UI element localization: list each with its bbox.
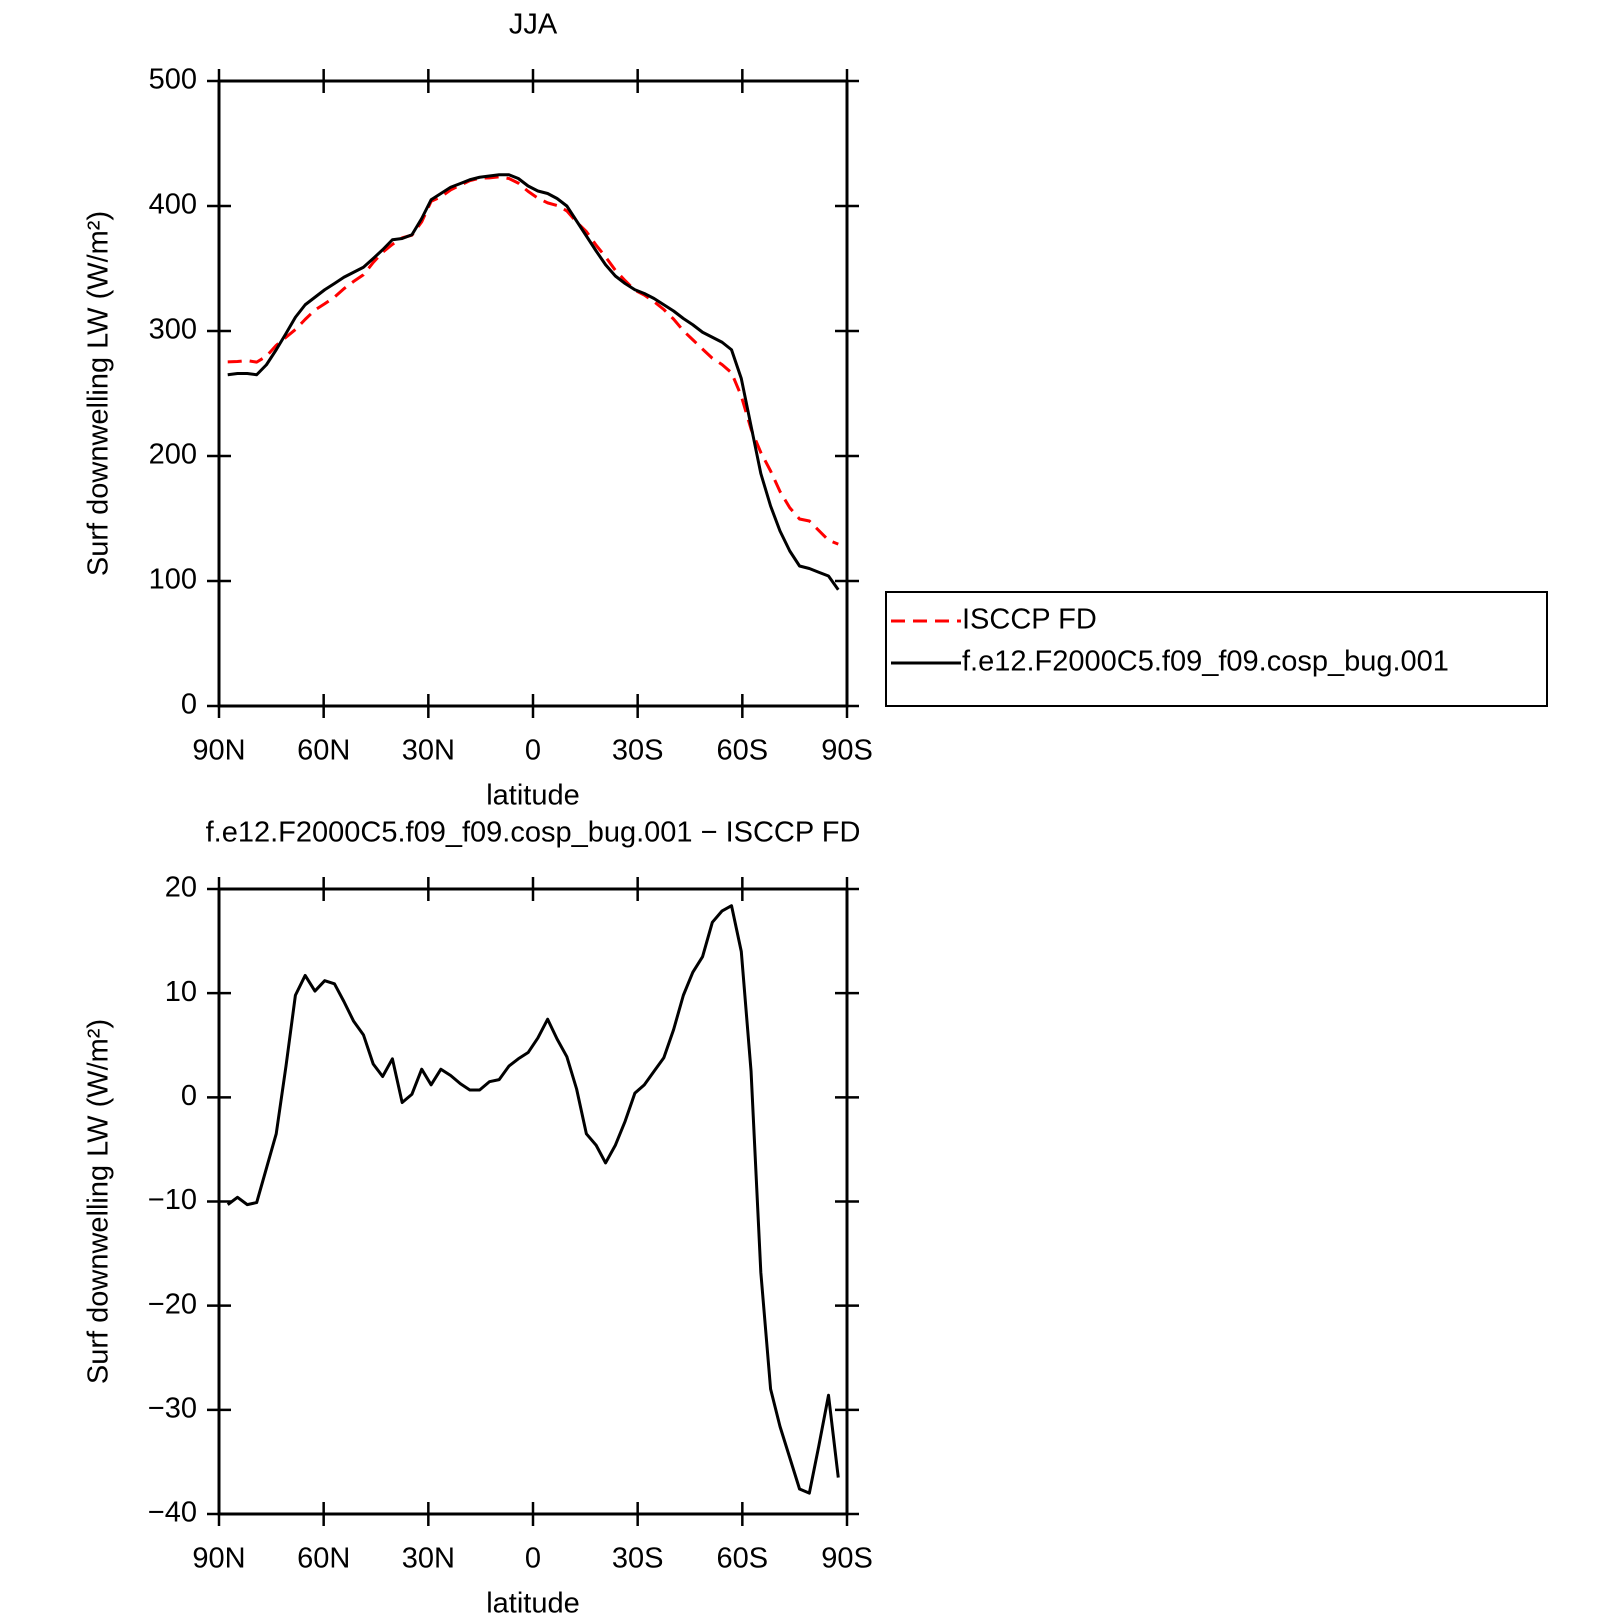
y-axis-label: Surf downwelling LW (W/m²) xyxy=(83,1019,115,1384)
legend-label: ISCCP FD xyxy=(962,604,1097,636)
x-tick-label: 90S xyxy=(821,1543,873,1575)
y-tick-label: 400 xyxy=(149,189,197,221)
y-tick-label: −40 xyxy=(148,1497,197,1529)
data-line xyxy=(227,175,839,546)
chart-title: JJA xyxy=(509,9,558,41)
x-tick-label: 30S xyxy=(612,735,664,767)
x-tick-label: 90N xyxy=(192,1543,245,1575)
y-tick-label: 0 xyxy=(181,689,197,721)
legend-label: f.e12.F2000C5.f09_f09.cosp_bug.001 xyxy=(962,646,1449,678)
data-line xyxy=(226,904,840,1495)
y-tick-label: 0 xyxy=(181,1080,197,1112)
y-tick-label: 10 xyxy=(165,976,197,1008)
chart-title: f.e12.F2000C5.f09_f09.cosp_bug.001 − ISC… xyxy=(206,817,861,849)
y-tick-label: 500 xyxy=(149,64,197,96)
legend-box xyxy=(885,591,1548,707)
y-tick-label: −20 xyxy=(148,1288,197,1320)
x-tick-label: 60S xyxy=(717,1543,769,1575)
y-axis-label: Surf downwelling LW (W/m²) xyxy=(83,211,115,576)
x-tick-label: 30N xyxy=(402,735,455,767)
x-axis-label: latitude xyxy=(486,780,580,812)
y-tick-label: 200 xyxy=(149,439,197,471)
y-tick-label: 100 xyxy=(149,564,197,596)
x-axis-label: latitude xyxy=(486,1588,580,1619)
plot-frame xyxy=(217,79,849,708)
y-tick-label: −30 xyxy=(148,1392,197,1424)
data-line xyxy=(227,173,840,591)
x-tick-label: 60N xyxy=(297,1543,350,1575)
x-tick-label: 30N xyxy=(402,1543,455,1575)
y-tick-label: 300 xyxy=(149,314,197,346)
y-tick-label: −10 xyxy=(148,1184,197,1216)
x-tick-label: 60N xyxy=(297,735,350,767)
y-tick-label: 20 xyxy=(165,872,197,904)
x-tick-label: 90S xyxy=(821,735,873,767)
x-tick-label: 30S xyxy=(612,1543,664,1575)
x-tick-label: 0 xyxy=(525,1543,541,1575)
plot-frame xyxy=(217,887,849,1516)
x-tick-label: 60S xyxy=(717,735,769,767)
x-tick-label: 0 xyxy=(525,735,541,767)
x-tick-label: 90N xyxy=(192,735,245,767)
